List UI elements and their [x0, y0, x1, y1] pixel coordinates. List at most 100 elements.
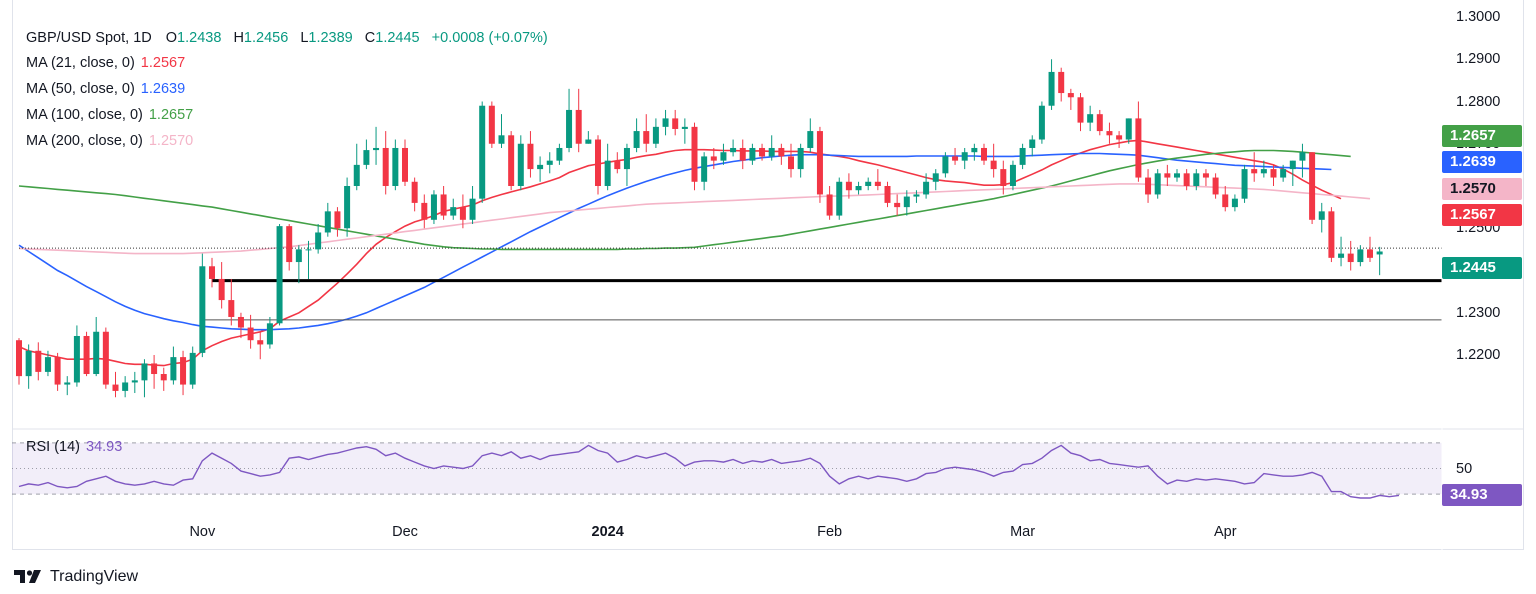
candle	[266, 316, 273, 349]
ma-100-line[interactable]	[18, 149, 1351, 251]
candle-body	[595, 139, 601, 186]
candle	[54, 352, 61, 391]
candle	[315, 224, 322, 254]
candle-body	[508, 135, 515, 186]
tradingview-brand[interactable]: TradingView	[14, 568, 138, 586]
candle-body	[83, 335, 90, 375]
candle-body	[884, 186, 891, 203]
candle-body	[691, 126, 698, 182]
candle	[652, 118, 659, 148]
candle-body	[952, 156, 959, 161]
ma200-legend[interactable]: MA (200, close, 0) 1.2570	[26, 133, 193, 149]
price-tick-label: 1.2800	[1456, 93, 1501, 110]
candle	[894, 194, 901, 216]
candle-body	[537, 164, 544, 170]
candle-body	[160, 374, 167, 381]
candle	[1029, 135, 1036, 157]
candle	[247, 314, 254, 349]
candle-body	[131, 380, 138, 383]
candle-body	[778, 147, 785, 157]
ma21-price-badge: 1.2567	[1442, 204, 1522, 226]
candle	[710, 147, 717, 170]
candle	[199, 253, 206, 358]
candle	[440, 186, 447, 220]
candle	[865, 177, 872, 191]
candle-body	[816, 131, 823, 195]
rsi-badge: 34.93	[1442, 484, 1522, 506]
last-price-badge: 1.2445	[1442, 257, 1522, 279]
candle	[180, 350, 187, 396]
candle	[662, 109, 669, 136]
rsi-line[interactable]	[18, 444, 1400, 499]
time-tick-label: Apr	[1213, 524, 1237, 540]
candle	[1202, 169, 1209, 186]
candle-body	[1096, 114, 1103, 132]
candle-body	[710, 156, 717, 161]
candle-body	[247, 327, 254, 341]
candle-body	[1116, 135, 1123, 140]
candle	[459, 194, 466, 229]
candle-body	[1309, 152, 1316, 220]
tradingview-logo-icon	[14, 570, 41, 583]
candle	[1347, 240, 1354, 271]
candle-body	[826, 194, 833, 216]
candle	[450, 198, 457, 220]
candle-body	[1251, 169, 1258, 174]
candle-body	[1357, 249, 1364, 263]
candle	[816, 126, 823, 203]
time-tick-label: 2024	[591, 524, 624, 540]
candle	[720, 143, 727, 165]
ma200-label: MA (200, close, 0)	[26, 133, 143, 149]
candle	[874, 169, 881, 191]
ma-50-line[interactable]	[18, 152, 1332, 331]
candle	[701, 152, 708, 191]
candle-body	[1299, 152, 1306, 161]
candle-body	[382, 147, 389, 186]
candle	[64, 376, 71, 396]
candle	[1048, 59, 1055, 110]
candle	[923, 173, 930, 199]
candle	[633, 118, 640, 153]
candle-body	[324, 211, 331, 233]
candle-body	[1000, 169, 1007, 186]
candles	[16, 59, 1383, 398]
candle	[566, 88, 573, 153]
candle	[623, 143, 630, 186]
symbol-label[interactable]: GBP/USD Spot	[26, 30, 126, 46]
candle	[585, 131, 592, 144]
candle	[884, 181, 891, 208]
rsi-band	[12, 442, 1442, 495]
ma21-legend[interactable]: MA (21, close, 0) 1.2567	[26, 55, 185, 71]
ma-21-line[interactable]	[18, 139, 1342, 367]
high-value: 1.2456	[243, 30, 289, 46]
candle	[35, 342, 42, 381]
candle	[614, 152, 621, 174]
candle	[209, 257, 215, 288]
candle-body	[913, 194, 920, 197]
candle	[768, 135, 775, 161]
time-tick-label: Mar	[1010, 524, 1036, 540]
low-value: 1.2389	[308, 30, 353, 46]
rsi-legend[interactable]: RSI (14) 34.93	[26, 439, 122, 455]
interval-label[interactable]: 1D	[133, 30, 152, 46]
horizontal-lines[interactable]	[19, 247, 1442, 321]
candle	[93, 316, 100, 377]
ma21-value: 1.2567	[140, 55, 186, 71]
candle-body	[199, 266, 206, 353]
ma100-legend[interactable]: MA (100, close, 0) 1.2657	[26, 107, 193, 123]
candle	[1338, 236, 1345, 267]
candle	[102, 327, 109, 389]
candle-body	[189, 352, 196, 385]
candle	[112, 371, 119, 398]
candle	[855, 181, 862, 195]
candle	[913, 190, 920, 203]
ma50-label: MA (50, close, 0)	[26, 81, 135, 97]
candle-body	[517, 143, 524, 186]
ma-200-line[interactable]	[18, 183, 1371, 255]
ma50-value: 1.2639	[140, 81, 186, 97]
ma50-legend[interactable]: MA (50, close, 0) 1.2639	[26, 81, 185, 97]
candle-body	[990, 160, 997, 170]
candle-body	[730, 147, 737, 153]
candle	[1280, 164, 1287, 182]
